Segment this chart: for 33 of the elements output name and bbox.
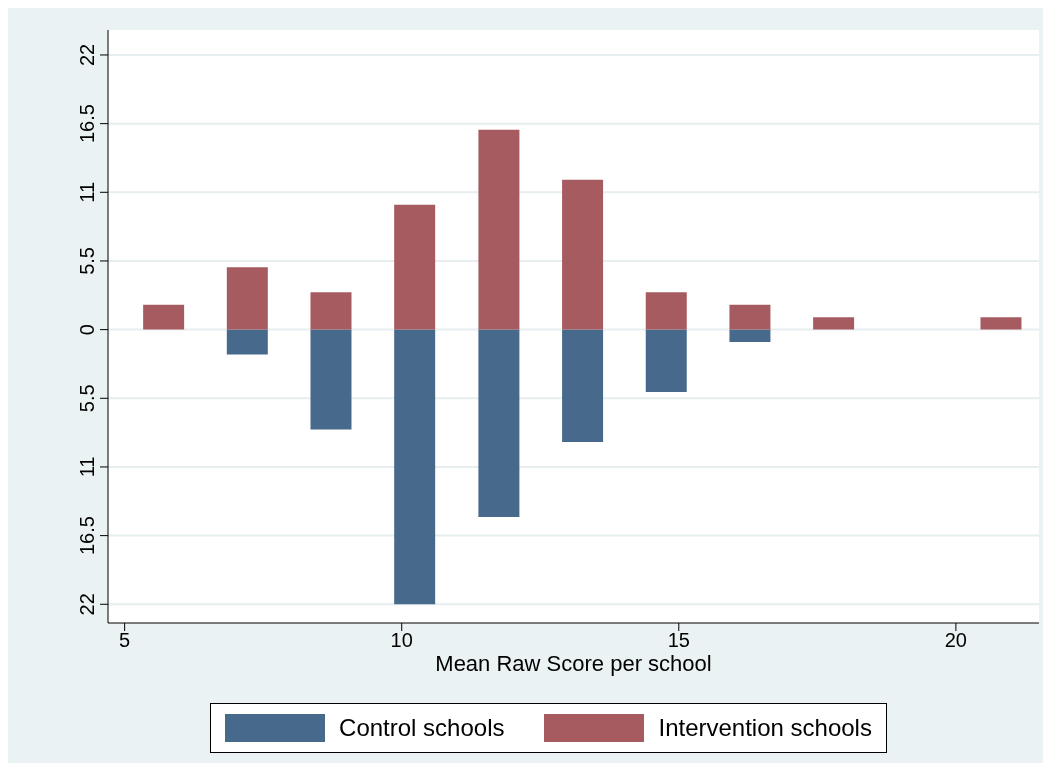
bar: [645, 329, 687, 393]
bar: [562, 179, 604, 330]
bar: [562, 329, 604, 442]
legend-label: Intervention schools: [658, 714, 872, 742]
y-tick-label: 5.5: [76, 384, 98, 413]
bar: [310, 329, 352, 430]
bar: [729, 304, 771, 330]
y-tick-label: 16.5: [76, 104, 98, 144]
bar: [394, 204, 436, 330]
y-tick-label: 22: [76, 43, 98, 67]
bar: [813, 317, 855, 330]
x-tick-label: 5: [119, 629, 131, 652]
bar: [143, 304, 185, 330]
y-tick-label: 11: [76, 181, 98, 203]
bar: [478, 129, 520, 330]
bar: [645, 292, 687, 330]
bar: [226, 329, 268, 355]
y-tick-label: 11: [76, 456, 98, 478]
x-tick-label: 20: [944, 629, 967, 652]
y-tick-label: 5.5: [76, 247, 98, 275]
bar: [980, 317, 1022, 330]
y-tick-label: 16.5: [76, 516, 98, 556]
y-tick-label: 22: [76, 593, 98, 616]
bar: [394, 329, 436, 605]
x-tick-label: 10: [390, 629, 413, 652]
bar: [729, 329, 771, 343]
x-tick-label: 15: [667, 629, 690, 652]
x-axis-title: Mean Raw Score per school: [435, 651, 712, 676]
bar: [226, 267, 268, 330]
bar: [478, 329, 520, 517]
bar: [310, 292, 352, 330]
legend-label: Control schools: [339, 714, 505, 742]
y-tick-label: 0: [76, 324, 98, 336]
